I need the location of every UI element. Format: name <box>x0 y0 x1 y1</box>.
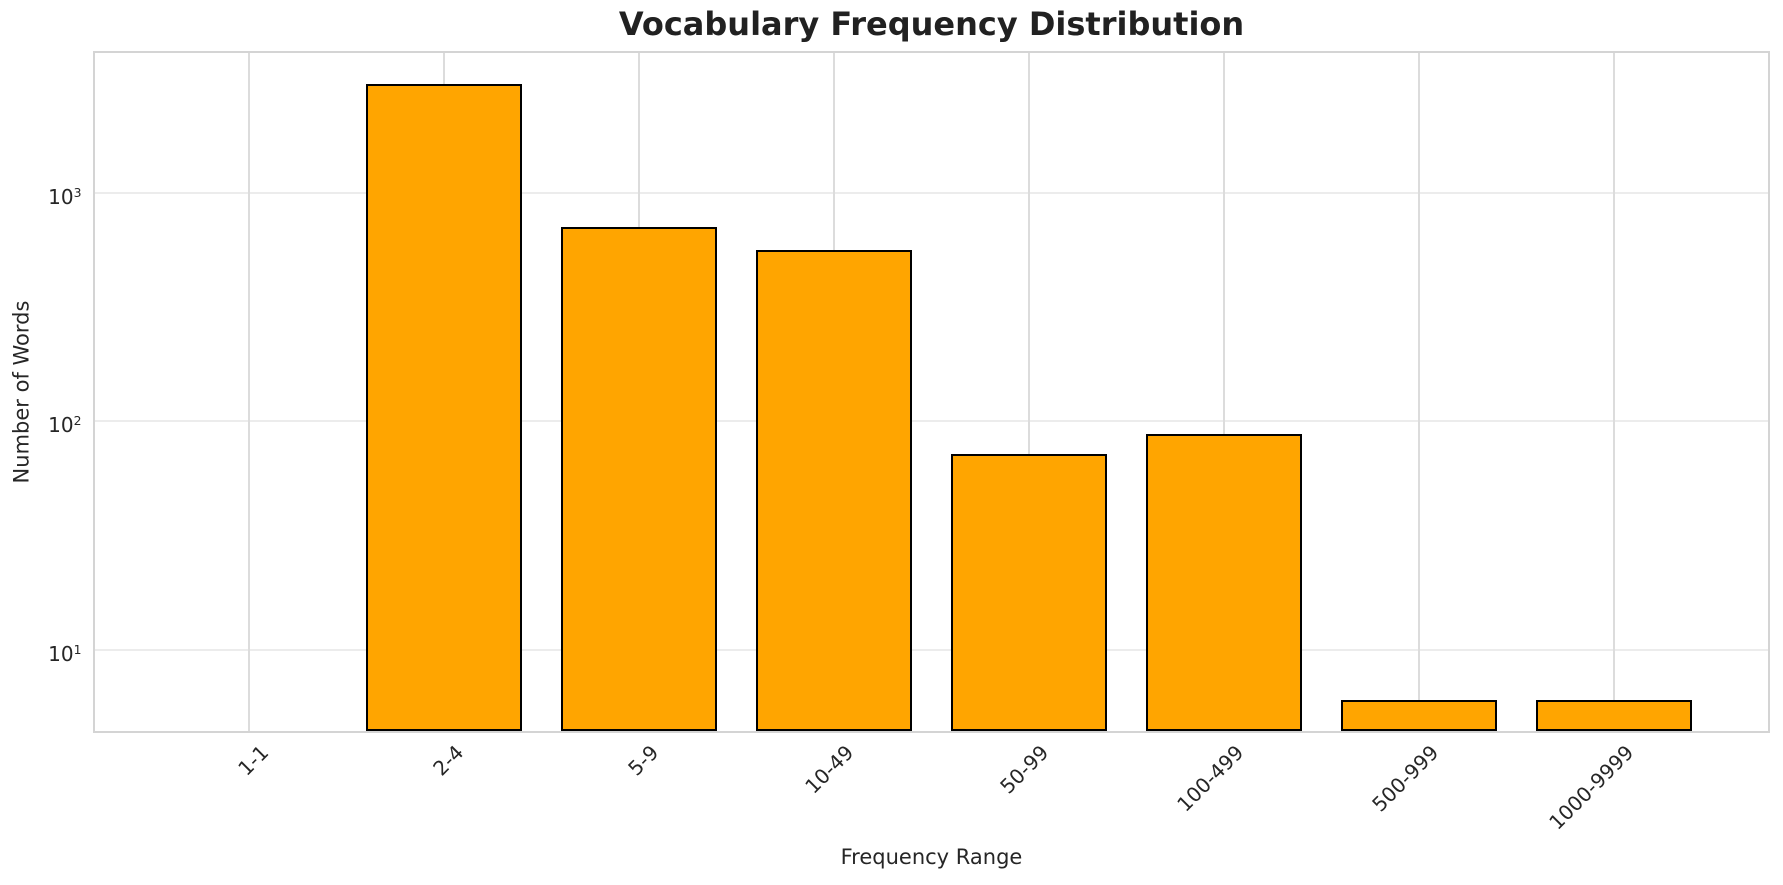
bar-100-499 <box>1145 433 1302 731</box>
h-gridline <box>95 191 1768 194</box>
chart-title: Vocabulary Frequency Distribution <box>618 5 1245 43</box>
x-axis-label: Frequency Range <box>840 845 1023 869</box>
bar-50-99 <box>950 453 1107 731</box>
h-gridline <box>95 648 1768 651</box>
y-axis-label: Number of Words <box>2 262 40 522</box>
plot-area <box>93 51 1770 733</box>
bar-10-49 <box>756 249 912 731</box>
v-gridline <box>1417 53 1420 731</box>
y-tick-label: 101 <box>48 641 82 666</box>
v-gridline <box>248 53 251 731</box>
bar-5-9 <box>561 226 717 731</box>
y-tick-label: 102 <box>48 413 82 438</box>
plot-border <box>93 51 1770 733</box>
v-gridline <box>1612 53 1615 731</box>
bar-2-4 <box>366 83 523 731</box>
bar-500-999 <box>1340 700 1497 731</box>
h-gridline <box>95 420 1768 423</box>
y-axis-label-text: Number of Words <box>9 300 33 484</box>
v-gridline <box>1222 53 1225 731</box>
y-tick-label: 103 <box>48 184 82 209</box>
bar-1000-9999 <box>1535 700 1692 731</box>
v-gridline <box>1027 53 1030 731</box>
